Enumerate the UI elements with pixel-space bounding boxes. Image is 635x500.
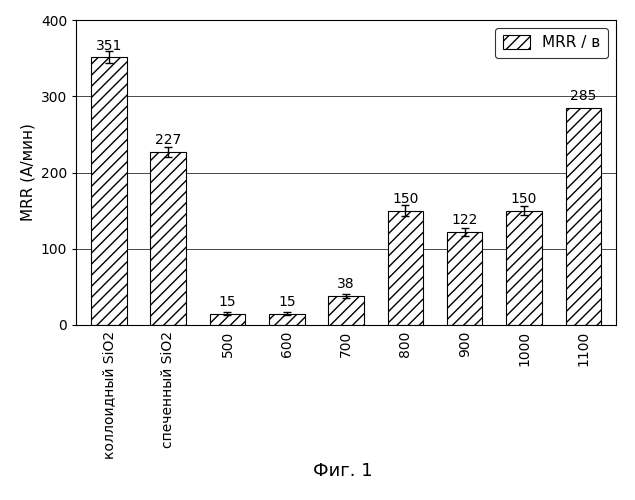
Text: 285: 285 [570, 89, 596, 103]
Bar [91, 58, 126, 325]
Text: Фиг. 1: Фиг. 1 [313, 462, 373, 480]
Y-axis label: MRR (А/мин): MRR (А/мин) [20, 124, 35, 222]
Bar [387, 210, 423, 325]
Text: 38: 38 [337, 278, 355, 291]
Text: 150: 150 [511, 192, 537, 206]
Text: 15: 15 [218, 295, 236, 309]
Bar [269, 314, 305, 325]
Bar [210, 314, 245, 325]
Text: 122: 122 [451, 214, 478, 228]
Bar [328, 296, 364, 325]
Bar [447, 232, 483, 325]
Text: 351: 351 [96, 39, 122, 53]
Text: 227: 227 [155, 134, 181, 147]
Bar [506, 210, 542, 325]
Bar [150, 152, 186, 325]
Text: 150: 150 [392, 192, 418, 206]
Bar [566, 108, 601, 325]
Legend: MRR / в: MRR / в [495, 28, 608, 58]
Text: 15: 15 [278, 295, 295, 309]
